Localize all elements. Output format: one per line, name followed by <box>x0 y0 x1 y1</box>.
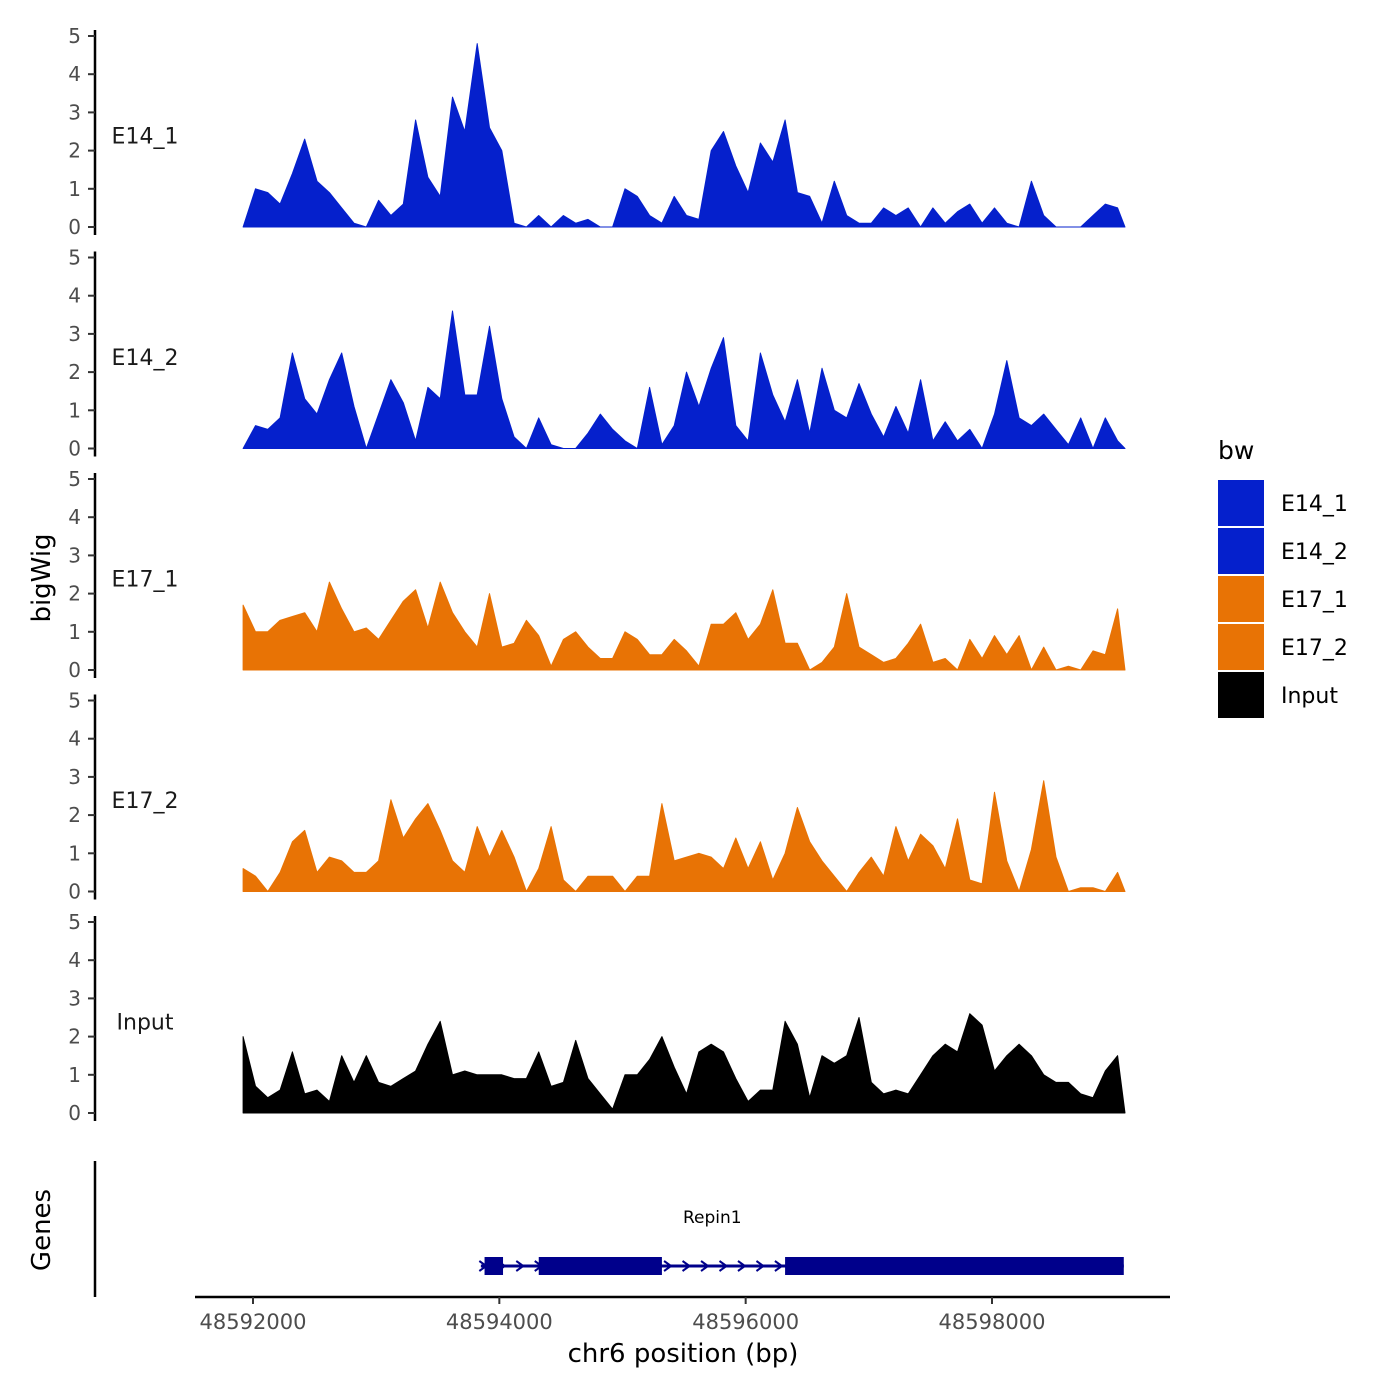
track-label: E14_2 <box>112 346 179 371</box>
gene-exon <box>538 1257 662 1275</box>
legend: bw E14_1 E14_2 E17_1 E17_2 Input <box>1218 436 1348 718</box>
strand-arrow <box>718 1260 729 1272</box>
x-tick-label: 48598000 <box>939 1310 1046 1334</box>
y-tick-label: 5 <box>68 910 81 934</box>
legend-key-E14_2 <box>1218 528 1264 574</box>
x-tick-label: 48596000 <box>692 1310 799 1334</box>
track-E17_1: 0 1 2 3 4 5 E17_1 <box>68 467 1126 682</box>
area-E14_2 <box>242 310 1126 449</box>
strand-arrow <box>663 1260 673 1272</box>
y-tick-label: 3 <box>68 765 81 789</box>
legend-key-E17_1 <box>1218 576 1264 622</box>
y-tick-label: 1 <box>68 841 81 865</box>
gene-track: Repin1 <box>93 1161 1124 1297</box>
y-tick-label: 4 <box>68 62 81 86</box>
x-tick-label: 48594000 <box>446 1310 553 1334</box>
track-label: E14_1 <box>112 124 179 149</box>
area-E17_2 <box>242 780 1126 892</box>
gene-name-label: Repin1 <box>683 1208 742 1228</box>
legend-key-E14_1 <box>1218 480 1264 526</box>
track-label: Input <box>117 1010 174 1035</box>
legend-key-Input <box>1218 672 1264 718</box>
track-label: E17_2 <box>112 789 179 814</box>
y-tick-label: 0 <box>68 658 81 682</box>
y-tick-label: 2 <box>68 803 81 827</box>
y-tick-label: 2 <box>68 360 81 384</box>
legend-label: E17_2 <box>1281 636 1348 661</box>
strand-arrow <box>681 1260 692 1272</box>
y-tick-label: 3 <box>68 100 81 124</box>
y-tick-label: 2 <box>68 582 81 606</box>
track-label: E17_1 <box>112 567 179 592</box>
x-axis: 48592000 48594000 48596000 48598000 <box>195 1295 1170 1334</box>
track-Input: 0 1 2 3 4 5 Input <box>68 910 1126 1125</box>
gene-Repin1: Repin1 <box>478 1208 1124 1275</box>
y-tick-label: 1 <box>68 398 81 422</box>
y-axis-label: bigWig <box>27 533 57 622</box>
tracks: 0 1 2 3 4 5 E14_1 0 1 2 3 4 5 E14_2 0 1 2 3 4 5 E17_1 0 1 2 3 4 5 E… <box>68 24 1126 1125</box>
track-E14_1: 0 1 2 3 4 5 E14_1 <box>68 24 1126 239</box>
y-tick-label: 4 <box>68 727 81 751</box>
y-tick-label: 5 <box>68 246 81 270</box>
legend-label: E17_1 <box>1281 588 1348 613</box>
genes-track-label: Genes <box>27 1189 57 1271</box>
strand-arrow <box>774 1260 784 1272</box>
legend-title: bw <box>1218 436 1254 465</box>
area-E17_1 <box>242 581 1126 671</box>
y-tick-label: 5 <box>68 24 81 48</box>
y-tick-label: 1 <box>68 1063 81 1087</box>
track-E17_2: 0 1 2 3 4 5 E17_2 <box>68 689 1126 904</box>
legend-label: E14_1 <box>1281 492 1348 517</box>
y-tick-label: 1 <box>68 177 81 201</box>
y-tick-label: 5 <box>68 689 81 713</box>
legend-label: Input <box>1281 684 1338 709</box>
y-tick-label: 3 <box>68 543 81 567</box>
x-tick-label: 48592000 <box>200 1310 307 1334</box>
strand-arrow <box>700 1260 710 1272</box>
y-tick-label: 0 <box>68 437 81 461</box>
area-Input <box>242 1013 1126 1114</box>
y-tick-label: 5 <box>68 467 81 491</box>
y-tick-label: 2 <box>68 1025 81 1049</box>
area-E14_1 <box>242 43 1126 228</box>
y-tick-label: 0 <box>68 1101 81 1125</box>
strand-arrow <box>515 1260 525 1272</box>
y-tick-label: 4 <box>68 284 81 308</box>
track-E14_2: 0 1 2 3 4 5 E14_2 <box>68 246 1126 461</box>
y-tick-label: 4 <box>68 948 81 972</box>
y-tick-label: 3 <box>68 986 81 1010</box>
strand-arrow <box>737 1260 747 1272</box>
gene-exon <box>785 1257 1124 1275</box>
legend-key-E17_2 <box>1218 624 1264 670</box>
gene-exon <box>484 1257 504 1275</box>
y-tick-label: 0 <box>68 215 81 239</box>
strand-arrow <box>755 1260 766 1272</box>
y-tick-label: 2 <box>68 139 81 163</box>
y-tick-label: 0 <box>68 880 81 904</box>
legend-label: E14_2 <box>1281 540 1348 565</box>
y-tick-label: 3 <box>68 322 81 346</box>
x-axis-label: chr6 position (bp) <box>568 1339 799 1369</box>
y-tick-label: 1 <box>68 620 81 644</box>
y-tick-label: 4 <box>68 505 81 529</box>
